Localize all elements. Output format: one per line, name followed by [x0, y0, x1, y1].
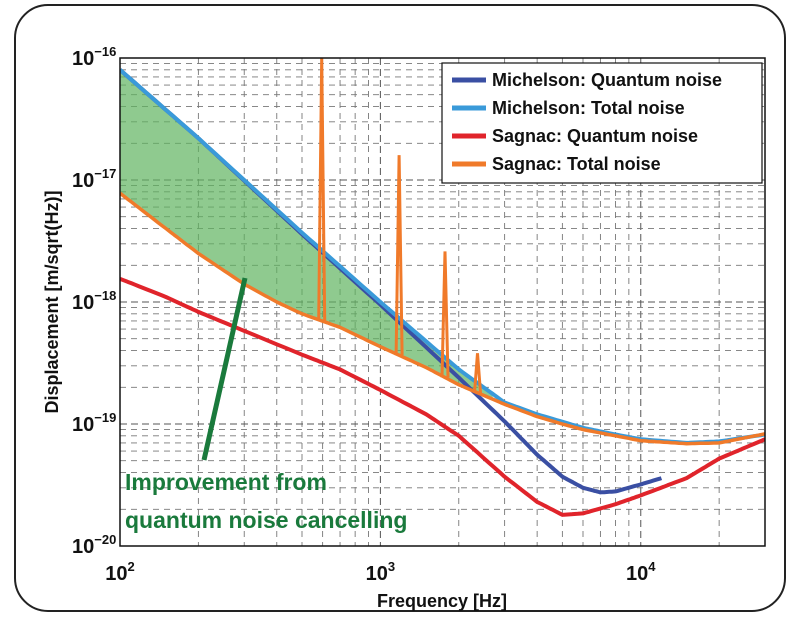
x-tick-label: 104 [626, 559, 656, 585]
legend-label: Sagnac: Total noise [492, 154, 661, 174]
x-tick-labels: 102 103 104 [105, 559, 656, 585]
y-tick-label: 10−16 [72, 44, 116, 70]
y-tick-label: 10−17 [72, 166, 116, 192]
legend-label: Sagnac: Quantum noise [492, 126, 698, 146]
sagnac-total-spike [394, 155, 404, 356]
annotation-pointer [201, 277, 248, 461]
series-line-sagnac-quantum-noise [120, 276, 765, 517]
legend: Michelson: Quantum noise Michelson: Total… [441, 62, 763, 184]
y-axis-label: Displacement [m/sqrt(Hz)] [42, 190, 62, 413]
y-tick-label: 10−19 [72, 410, 116, 436]
y-tick-labels: 10−16 10−17 10−18 10−19 10−20 [72, 44, 116, 558]
x-axis-label: Frequency [Hz] [377, 591, 507, 611]
annotation-line-2: quantum noise cancelling [125, 507, 407, 533]
annotation-line-1: Improvement from [125, 469, 327, 495]
y-tick-label: 10−18 [72, 288, 116, 314]
legend-box [441, 62, 763, 184]
legend-label: Michelson: Total noise [492, 98, 685, 118]
sagnac-total-spike [473, 353, 482, 393]
sagnac-total-spike [440, 251, 450, 378]
x-tick-label: 102 [105, 559, 134, 585]
annotation: Improvement from quantum noise cancellin… [125, 277, 407, 533]
y-tick-label: 10−20 [72, 532, 116, 558]
plot-area-border [119, 57, 766, 547]
legend-label: Michelson: Quantum noise [492, 70, 722, 90]
x-tick-label: 103 [366, 559, 395, 585]
sagnac-total-spike [317, 58, 327, 321]
